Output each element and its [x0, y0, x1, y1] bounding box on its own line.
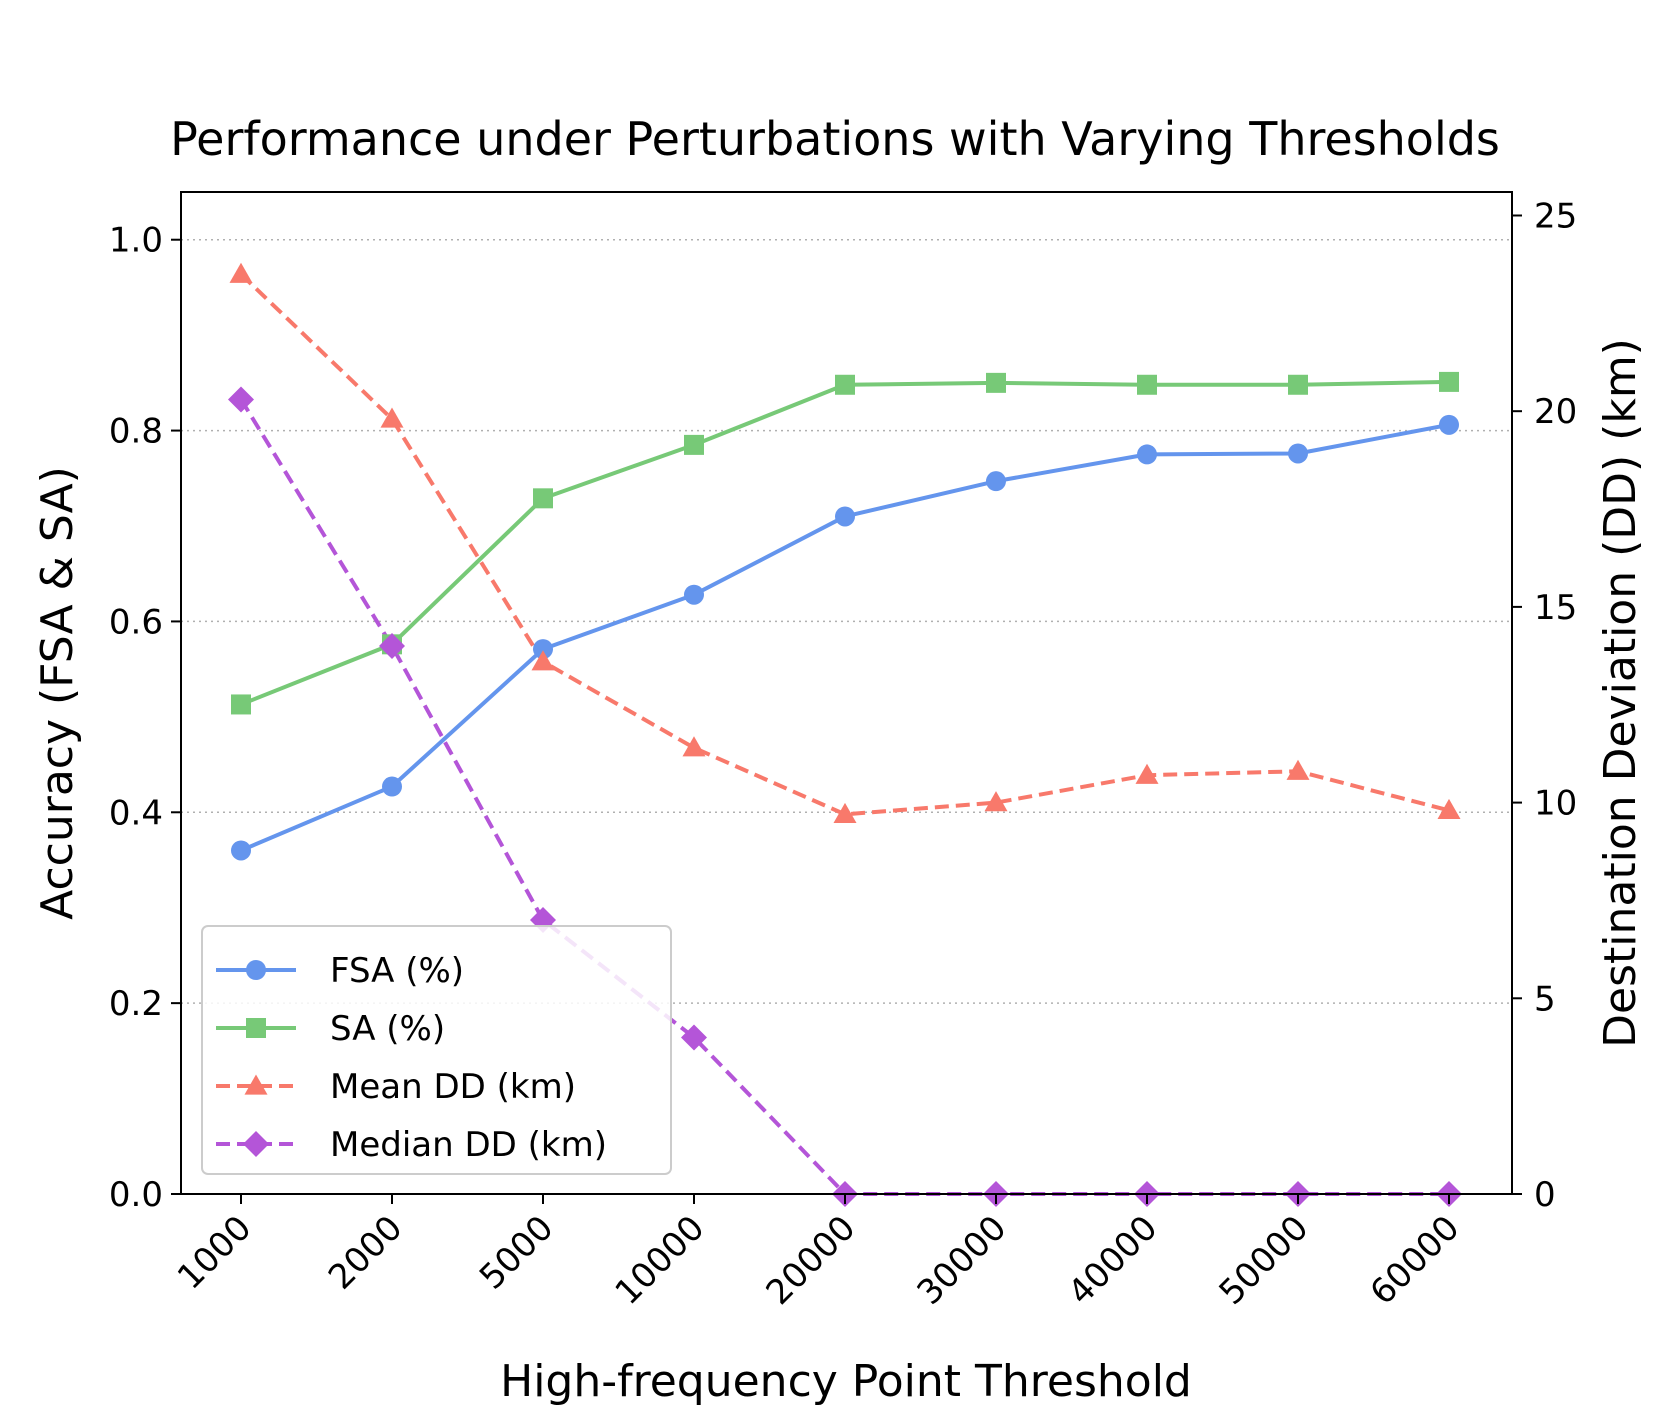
- x-tick-label: 2000: [321, 1208, 410, 1297]
- legend-label-fsa: FSA (%): [330, 951, 464, 991]
- y-axis-right: 0 5 10 15 20 25: [1512, 196, 1577, 1215]
- data-point-mean-dd-km: [1286, 759, 1310, 780]
- data-point-fsa: [1137, 444, 1157, 465]
- data-point-sa: [231, 694, 251, 715]
- legend-marker-mean-dd-km: [244, 1074, 268, 1095]
- data-point-fsa: [835, 506, 855, 527]
- data-point-mean-dd-km: [229, 262, 253, 283]
- series-line-fsa: [240, 422, 1450, 853]
- data-point-mean-dd-km: [984, 791, 1008, 812]
- data-point-fsa: [986, 471, 1006, 492]
- legend-label-sa: SA (%): [330, 1009, 445, 1049]
- data-point-sa: [1288, 374, 1308, 395]
- y-left-tick-label: 1.0: [109, 221, 163, 261]
- y-axis-left-label: Accuracy (FSA & SA): [32, 466, 83, 920]
- data-point-sa: [1137, 374, 1157, 395]
- data-point-sa: [684, 434, 704, 455]
- legend-marker-fsa: [246, 960, 266, 980]
- plot-frame: [180, 191, 1513, 1195]
- y-right-tick-label: 0: [1534, 1175, 1556, 1215]
- data-point-median-dd-km: [681, 1024, 707, 1051]
- data-point-median-dd-km: [228, 386, 254, 413]
- data-point-fsa: [1288, 443, 1308, 464]
- data-point-sa: [835, 374, 855, 395]
- legend-label-median-dd-km: Median DD (km): [330, 1125, 607, 1165]
- data-point-mean-dd-km: [833, 802, 857, 823]
- y-left-tick-label: 0.2: [109, 984, 163, 1024]
- x-tick-label: 40000: [1061, 1208, 1166, 1313]
- data-point-mean-dd-km: [380, 407, 404, 428]
- x-tick-label: 30000: [910, 1208, 1015, 1313]
- y-axis-right-label: Destination Deviation (DD) (km): [1595, 338, 1646, 1048]
- y-axis-left: 0.0 0.2 0.4 0.6 0.8 1.0: [109, 221, 181, 1215]
- x-tick-label: 50000: [1212, 1208, 1317, 1313]
- data-point-mean-dd-km: [1135, 763, 1159, 784]
- chart-title: Performance under Perturbations with Var…: [170, 112, 1500, 166]
- y-right-tick-label: 15: [1534, 588, 1577, 628]
- x-tick-label: 20000: [759, 1208, 864, 1313]
- y-left-tick-label: 0.0: [109, 1175, 163, 1215]
- data-point-mean-dd-km: [531, 650, 555, 671]
- y-right-tick-label: 10: [1534, 784, 1577, 824]
- x-tick-label: 5000: [472, 1208, 561, 1297]
- legend: FSA (%) SA (%) Mean DD (km) Median DD (km): [201, 925, 672, 1175]
- data-point-median-dd-km: [379, 633, 405, 660]
- data-point-sa: [533, 488, 553, 509]
- x-tick-label: 10000: [608, 1208, 713, 1313]
- data-point-fsa: [533, 639, 553, 660]
- y-left-tick-label: 0.6: [109, 602, 163, 642]
- y-right-tick-label: 20: [1534, 392, 1577, 432]
- x-axis: 1000 2000 5000 10000 20000 30000 40000 50000 600…: [170, 1194, 1467, 1313]
- y-left-tick-label: 0.4: [109, 793, 163, 833]
- x-tick-label: 60000: [1363, 1208, 1468, 1313]
- legend-marker-sa: [246, 1018, 266, 1038]
- series-line-mean-dd-km: [239, 272, 1450, 817]
- data-point-fsa: [231, 840, 251, 861]
- data-point-sa: [1439, 371, 1459, 392]
- data-point-fsa: [382, 776, 402, 797]
- legend-marker-median-dd-km: [243, 1131, 269, 1157]
- legend-frame: [201, 925, 672, 1175]
- y-right-tick-label: 25: [1534, 196, 1577, 236]
- data-point-mean-dd-km: [682, 736, 706, 757]
- y-right-tick-label: 5: [1534, 979, 1556, 1019]
- x-tick-label: 1000: [170, 1208, 259, 1297]
- legend-label-mean-dd-km: Mean DD (km): [330, 1067, 576, 1107]
- y-left-tick-label: 0.8: [109, 412, 163, 452]
- x-axis-label: High-frequency Point Threshold: [500, 1356, 1192, 1407]
- data-point-fsa: [684, 584, 704, 605]
- data-point-fsa: [1439, 414, 1459, 435]
- data-point-mean-dd-km: [1437, 798, 1461, 820]
- data-point-sa: [986, 372, 1006, 393]
